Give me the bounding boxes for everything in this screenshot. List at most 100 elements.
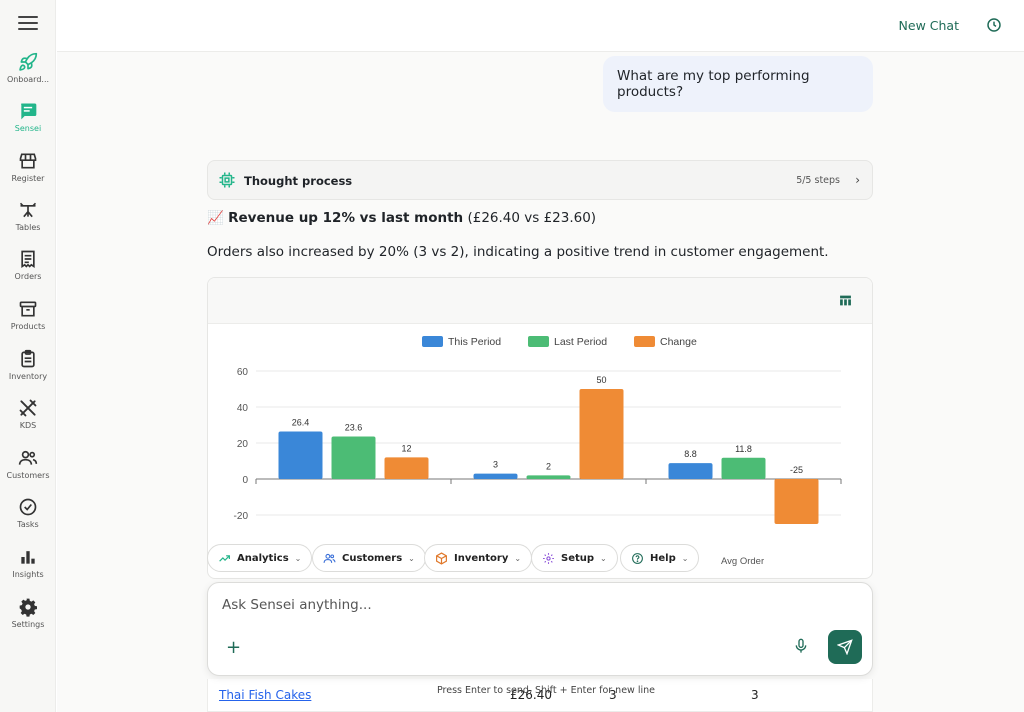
y-tick-label: -20 bbox=[234, 511, 249, 522]
summary-headline: Revenue up 12% vs last month bbox=[228, 210, 464, 226]
product-link[interactable]: Thai Fish Cakes bbox=[219, 688, 312, 702]
chat-composer: + bbox=[207, 582, 873, 676]
quantity-cell: 3 bbox=[751, 688, 759, 702]
setup-chip[interactable]: Setup ⌄ bbox=[531, 544, 618, 572]
send-button[interactable] bbox=[828, 630, 862, 664]
sidebar-item-products[interactable]: Products bbox=[0, 299, 56, 343]
sidebar-item-inventory[interactable]: Inventory bbox=[0, 349, 56, 393]
add-attachment-button[interactable]: + bbox=[226, 637, 242, 658]
chevron-down-icon: ⌄ bbox=[514, 553, 522, 563]
legend-label: This Period bbox=[448, 336, 501, 348]
sidebar-item-onboarding[interactable]: Onboard... bbox=[0, 52, 56, 96]
chat-input[interactable] bbox=[222, 597, 842, 613]
chevron-down-icon: ⌄ bbox=[681, 553, 689, 563]
topbar: New Chat bbox=[57, 0, 1024, 52]
sidebar-item-label: Onboard... bbox=[6, 75, 50, 84]
summary-values: (£26.40 vs £23.60) bbox=[463, 210, 597, 226]
data-label: 12 bbox=[401, 443, 411, 453]
sidebar-item-kds[interactable]: KDS bbox=[0, 398, 56, 442]
sidebar-item-label: Tasks bbox=[17, 520, 39, 529]
sidebar-item-label: Customers bbox=[6, 471, 50, 480]
sidebar-item-label: Settings bbox=[11, 620, 45, 629]
bar-chart-icon bbox=[21, 551, 35, 564]
bar bbox=[668, 463, 713, 479]
summary-line: 📈 Revenue up 12% vs last month (£26.40 v… bbox=[207, 210, 596, 226]
sidebar-item-label: Inventory bbox=[8, 372, 48, 381]
composer-hint: Press Enter to send, Shift + Enter for n… bbox=[437, 685, 655, 696]
thought-steps-count: 5/5 steps bbox=[796, 175, 840, 186]
gear-icon bbox=[543, 552, 554, 564]
table-icon bbox=[19, 202, 37, 218]
chevron-down-icon: ⌄ bbox=[600, 553, 607, 563]
sidebar-item-label: Sensei bbox=[14, 124, 42, 133]
x-axis-category-label: Avg Order bbox=[721, 556, 765, 567]
orders-cell: 3 bbox=[609, 688, 617, 702]
chip-label: Setup bbox=[561, 552, 595, 564]
bar bbox=[526, 475, 571, 479]
utensils-icon bbox=[19, 399, 37, 417]
data-label: 23.6 bbox=[345, 423, 363, 433]
chart-card: This Period Last Period Change 60 40 20 0 -20 26… bbox=[207, 277, 873, 579]
legend-swatch bbox=[422, 336, 443, 347]
customers-chip[interactable]: Customers ⌄ bbox=[312, 544, 426, 572]
sidebar-item-label: Tables bbox=[15, 223, 41, 232]
legend-label: Last Period bbox=[554, 336, 607, 348]
sidebar-item-orders[interactable]: Orders bbox=[0, 249, 56, 293]
data-label: 2 bbox=[546, 461, 551, 471]
box-icon bbox=[19, 301, 37, 317]
table-view-icon[interactable] bbox=[839, 294, 852, 307]
bar bbox=[278, 431, 323, 479]
sidebar-item-tasks[interactable]: Tasks bbox=[0, 497, 56, 541]
send-icon bbox=[837, 639, 853, 655]
sidebar-item-customers[interactable]: Customers bbox=[0, 448, 56, 492]
data-label: 8.8 bbox=[684, 449, 697, 459]
analytics-chip[interactable]: Analytics ⌄ bbox=[207, 544, 313, 572]
data-label: -25 bbox=[790, 465, 803, 475]
bar bbox=[384, 457, 429, 479]
inventory-chip[interactable]: Inventory ⌄ bbox=[424, 544, 533, 572]
bar bbox=[774, 479, 819, 524]
legend-label: Change bbox=[660, 336, 697, 348]
chip-label: Inventory bbox=[454, 552, 509, 564]
detail-text: Orders also increased by 20% (3 vs 2), i… bbox=[207, 244, 829, 260]
data-label: 50 bbox=[596, 375, 606, 385]
gear-icon bbox=[19, 598, 37, 617]
bar bbox=[331, 436, 376, 479]
help-chip[interactable]: Help ⌄ bbox=[620, 544, 700, 572]
chip-label: Help bbox=[650, 552, 676, 564]
trend-icon bbox=[219, 554, 230, 562]
sidebar-item-label: KDS bbox=[19, 421, 37, 430]
sidebar-item-sensei[interactable]: Sensei bbox=[0, 101, 56, 145]
thought-process-toggle[interactable]: Thought process 5/5 steps › bbox=[207, 160, 873, 200]
sidebar-item-insights[interactable]: Insights bbox=[0, 547, 56, 591]
new-chat-button[interactable]: New Chat bbox=[898, 18, 959, 33]
bar bbox=[721, 457, 766, 479]
receipt-icon bbox=[21, 250, 35, 269]
conversation-area: What are my top performing products? Tho… bbox=[57, 52, 1024, 712]
clipboard-icon bbox=[21, 349, 35, 368]
sidebar-item-label: Insights bbox=[12, 570, 44, 579]
chart-emoji-icon: 📈 bbox=[207, 210, 224, 226]
sidebar: Onboard... Sensei Register Tables Orders… bbox=[0, 0, 56, 712]
data-label: 3 bbox=[493, 460, 498, 470]
microphone-icon[interactable] bbox=[793, 637, 809, 655]
history-icon[interactable] bbox=[986, 17, 1002, 33]
bar-chart: This Period Last Period Change 60 40 20 0 -20 26… bbox=[234, 336, 842, 524]
user-message: What are my top performing products? bbox=[603, 56, 873, 112]
sidebar-item-register[interactable]: Register bbox=[0, 151, 56, 195]
thought-process-label: Thought process bbox=[244, 174, 353, 188]
sidebar-item-tables[interactable]: Tables bbox=[0, 200, 56, 244]
sidebar-item-settings[interactable]: Settings bbox=[0, 597, 56, 641]
chip-label: Analytics bbox=[237, 552, 289, 564]
chart-header bbox=[208, 278, 872, 324]
check-circle-icon bbox=[19, 498, 37, 516]
y-tick-label: 0 bbox=[242, 475, 248, 486]
chevron-down-icon: ⌄ bbox=[408, 553, 415, 563]
box-icon bbox=[436, 551, 447, 565]
cpu-icon bbox=[219, 172, 235, 188]
chat-icon bbox=[21, 103, 37, 120]
store-icon bbox=[19, 153, 37, 169]
menu-icon[interactable] bbox=[18, 16, 38, 32]
chevron-down-icon: ⌄ bbox=[294, 553, 302, 563]
revenue-cell: £26.40 bbox=[510, 688, 552, 702]
